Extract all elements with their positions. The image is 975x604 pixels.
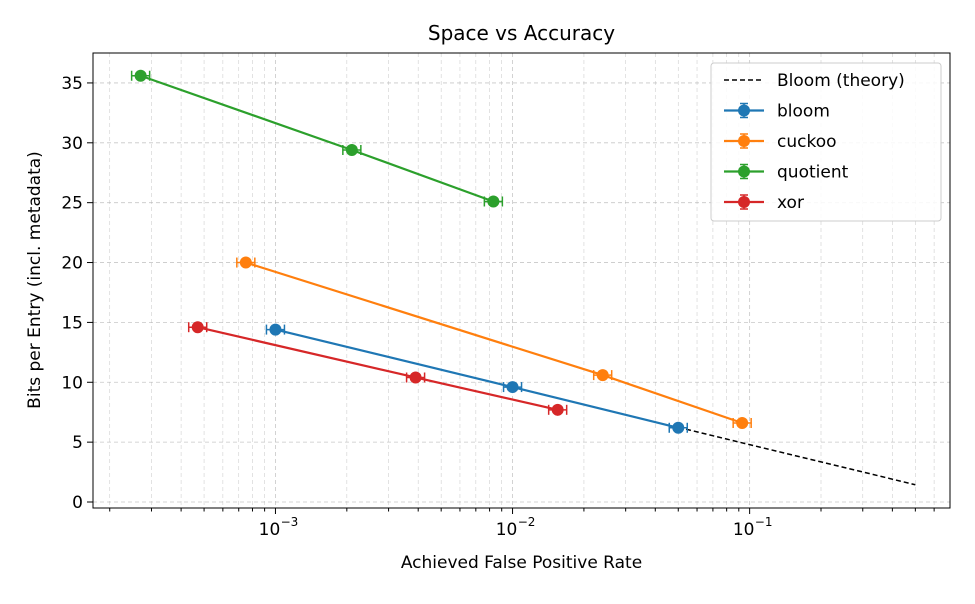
xor-point	[191, 321, 204, 334]
bloom-theory-line	[678, 426, 916, 486]
cuckoo-line	[245, 261, 743, 425]
y-tick-label: 5	[72, 433, 83, 453]
y-tick-label: 20	[61, 254, 83, 274]
bloom-point	[672, 421, 685, 434]
cuckoo-point	[596, 369, 609, 382]
xor-point	[551, 403, 564, 416]
x-tick-label-exponent: −1	[755, 515, 773, 529]
x-tick-label-exponent: −3	[281, 515, 299, 529]
y-tick-label: 0	[72, 493, 83, 513]
quotient-point	[134, 69, 147, 82]
bloom-point	[269, 323, 282, 336]
x-tick-label: 10	[496, 520, 518, 540]
y-axis-label: Bits per Entry (incl. metadata)	[25, 151, 45, 409]
theory-layer	[678, 426, 916, 486]
legend-box	[710, 62, 942, 222]
bloom-line	[275, 328, 679, 429]
xor-line	[197, 326, 558, 411]
quotient-point	[345, 143, 358, 156]
series-layer	[130, 69, 752, 434]
legend-label: Bloom (theory)	[777, 71, 905, 91]
legend-bloom-marker	[738, 104, 750, 117]
cuckoo-point	[736, 416, 749, 429]
xor-point	[409, 371, 422, 384]
y-tick-label: 25	[61, 194, 83, 214]
chart-title: Space vs Accuracy	[428, 21, 615, 45]
y-tick-label: 10	[61, 373, 83, 393]
plot-frame	[92, 52, 951, 509]
legend-quotient-marker	[738, 165, 750, 178]
legend-label: quotient	[777, 163, 849, 183]
legend: Bloom (theory) bloom cuckoo quotient xor	[710, 62, 942, 222]
cuckoo-point	[239, 256, 252, 269]
legend-label: xor	[777, 193, 804, 213]
x-tick-label: 10	[733, 520, 755, 540]
legend-cuckoo-marker	[738, 135, 750, 147]
x-tick-label-exponent: −2	[518, 515, 536, 529]
y-tick-label: 30	[61, 134, 83, 154]
bloom-point	[506, 381, 519, 394]
legend-label: cuckoo	[777, 132, 837, 152]
y-tick-label: 35	[61, 74, 83, 94]
quotient-point	[487, 195, 500, 208]
legend-xor-marker	[738, 196, 750, 208]
legend-label: bloom	[777, 102, 830, 122]
y-tick-label: 15	[61, 313, 83, 333]
x-axis-label: Achieved False Positive Rate	[401, 553, 642, 573]
quotient-line	[140, 74, 494, 203]
x-tick-label: 10	[259, 520, 281, 540]
